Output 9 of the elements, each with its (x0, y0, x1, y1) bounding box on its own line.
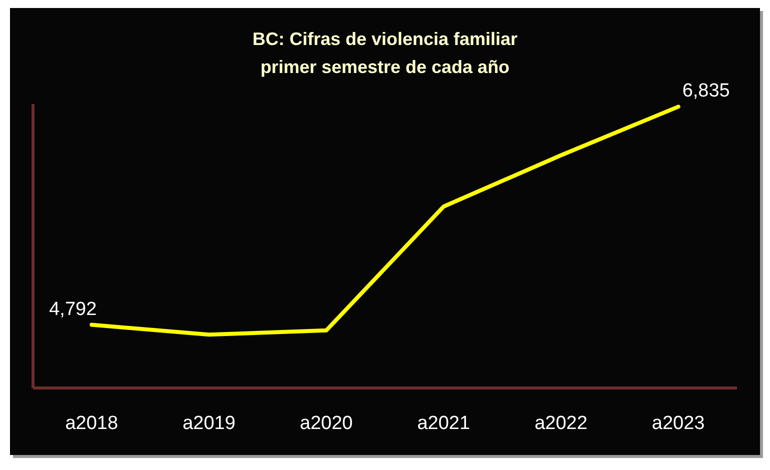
data-label: 4,792 (49, 298, 97, 320)
x-tick-label: a2022 (534, 413, 588, 434)
x-tick-label: a2021 (417, 413, 470, 434)
data-label: 6,835 (682, 80, 730, 102)
x-tick-label: a2020 (300, 413, 353, 434)
chart-title: BC: Cifras de violencia familiar primer semestre de cada año (252, 29, 518, 77)
x-tick-label: a2018 (65, 413, 118, 434)
x-tick-label: a2019 (182, 413, 236, 434)
x-tick-label: a2023 (652, 413, 705, 434)
